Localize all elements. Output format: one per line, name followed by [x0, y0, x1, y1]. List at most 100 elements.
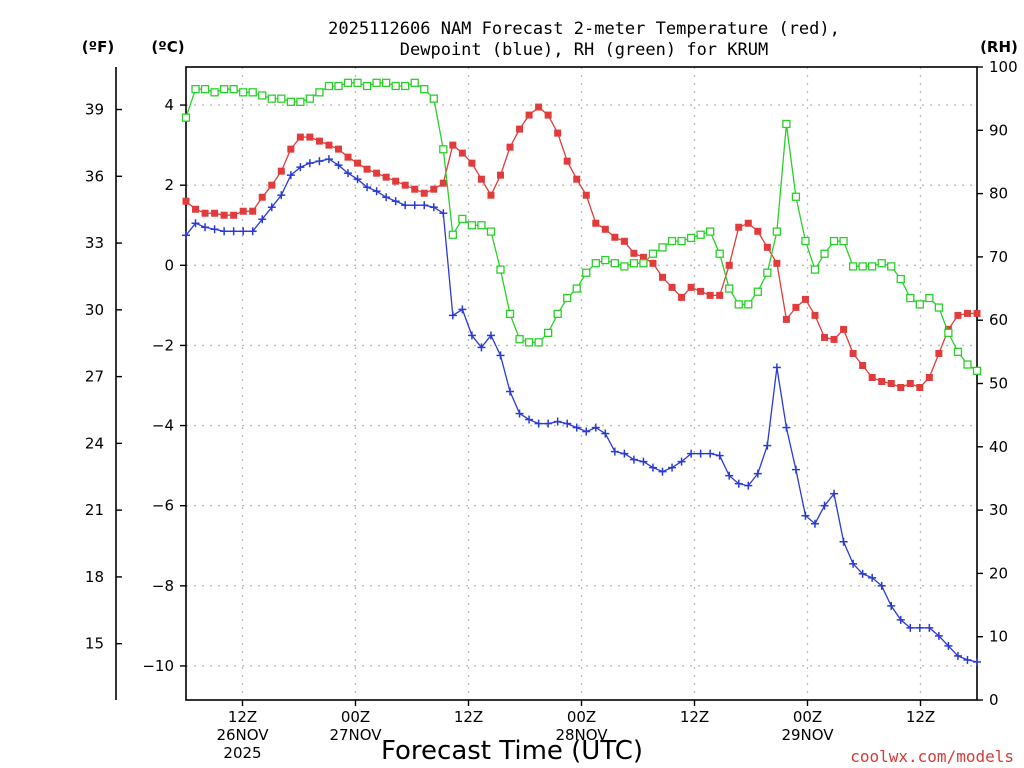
- data-point: [296, 163, 305, 172]
- data-point: [506, 143, 514, 151]
- data-point: [820, 249, 829, 258]
- data-point: [573, 175, 581, 183]
- plot-frame: [185, 66, 978, 701]
- data-point: [667, 236, 677, 246]
- data-point: [201, 223, 210, 232]
- data-point: [496, 171, 504, 179]
- data-point: [677, 457, 686, 466]
- data-point: [887, 380, 895, 387]
- data-point: [354, 159, 362, 167]
- chart-title-line1: 2025112606 NAM Forecast 2-meter Temperat…: [328, 19, 840, 39]
- data-point: [391, 81, 400, 91]
- data-point: [468, 159, 476, 167]
- data-point: [181, 113, 191, 122]
- data-point: [763, 268, 772, 277]
- data-point: [925, 373, 933, 381]
- grid-lines: [186, 67, 977, 700]
- data-point: [935, 349, 943, 357]
- data-point: [725, 261, 733, 269]
- data-point: [467, 221, 477, 230]
- data-point: [734, 479, 743, 488]
- x-tick-label: 00Z: [341, 708, 370, 726]
- data-point: [658, 467, 667, 476]
- data-series: [181, 78, 982, 666]
- data-point: [439, 179, 447, 187]
- data-point: [563, 419, 572, 428]
- fahrenheit-tick-label: 27: [85, 368, 104, 386]
- data-point: [829, 236, 839, 246]
- data-point: [229, 85, 238, 94]
- data-point: [362, 81, 372, 91]
- data-point: [268, 181, 276, 189]
- fahrenheit-tick-label: 36: [85, 167, 104, 185]
- data-point: [953, 651, 962, 660]
- data-point: [706, 227, 715, 236]
- data-point: [563, 293, 572, 303]
- data-point: [639, 259, 648, 268]
- x-tick-label: 12Z: [680, 708, 709, 726]
- data-point: [840, 325, 848, 333]
- data-point: [658, 243, 667, 252]
- data-point: [306, 133, 314, 141]
- data-point: [639, 457, 648, 466]
- data-point: [420, 85, 429, 94]
- data-point: [449, 141, 457, 149]
- fahrenheit-tick-label: 30: [85, 301, 104, 319]
- data-point: [839, 537, 848, 546]
- data-point: [810, 519, 819, 528]
- celsius-unit-label: (ºC): [151, 38, 184, 56]
- data-point: [324, 81, 334, 91]
- data-point: [878, 377, 886, 385]
- fahrenheit-tick-label: 21: [85, 501, 104, 519]
- data-point: [753, 469, 762, 478]
- data-point: [906, 293, 915, 303]
- data-point: [563, 157, 571, 165]
- data-point: [782, 423, 791, 432]
- data-point: [505, 309, 515, 319]
- data-point: [849, 349, 857, 357]
- data-point: [734, 300, 743, 309]
- data-point: [324, 155, 333, 164]
- data-point: [792, 303, 800, 311]
- data-point: [697, 287, 705, 295]
- data-point: [591, 259, 600, 268]
- data-point: [200, 85, 210, 94]
- data-point: [877, 581, 886, 590]
- data-point: [267, 94, 276, 103]
- data-point: [239, 227, 248, 236]
- data-point: [953, 347, 963, 357]
- data-point: [610, 447, 619, 456]
- data-point: [515, 335, 524, 344]
- data-point: [486, 331, 495, 340]
- data-point: [315, 157, 324, 166]
- data-point: [620, 449, 629, 458]
- rh-tick-label: 20: [989, 564, 1008, 582]
- series-line-rh: [185, 82, 978, 372]
- data-point: [973, 309, 981, 317]
- rh-tick-label: 60: [989, 311, 1008, 329]
- data-point: [906, 623, 915, 632]
- data-point: [477, 343, 486, 352]
- data-point: [601, 225, 609, 233]
- data-point: [267, 203, 276, 212]
- data-point: [401, 181, 409, 189]
- data-point: [382, 173, 390, 181]
- data-point: [353, 78, 362, 87]
- data-point: [535, 103, 543, 111]
- data-point: [458, 305, 467, 314]
- data-point: [925, 293, 934, 303]
- data-point: [334, 161, 343, 170]
- data-point: [868, 373, 876, 381]
- data-point: [496, 265, 505, 274]
- data-point: [696, 449, 705, 458]
- data-point: [401, 81, 410, 91]
- data-point: [305, 159, 314, 168]
- data-point: [821, 333, 829, 341]
- data-point: [429, 203, 438, 212]
- data-point: [944, 328, 953, 338]
- data-point: [305, 94, 315, 103]
- celsius-tick-label: 0: [164, 256, 174, 274]
- data-point: [229, 227, 238, 236]
- data-point: [915, 623, 924, 632]
- data-point: [182, 197, 190, 205]
